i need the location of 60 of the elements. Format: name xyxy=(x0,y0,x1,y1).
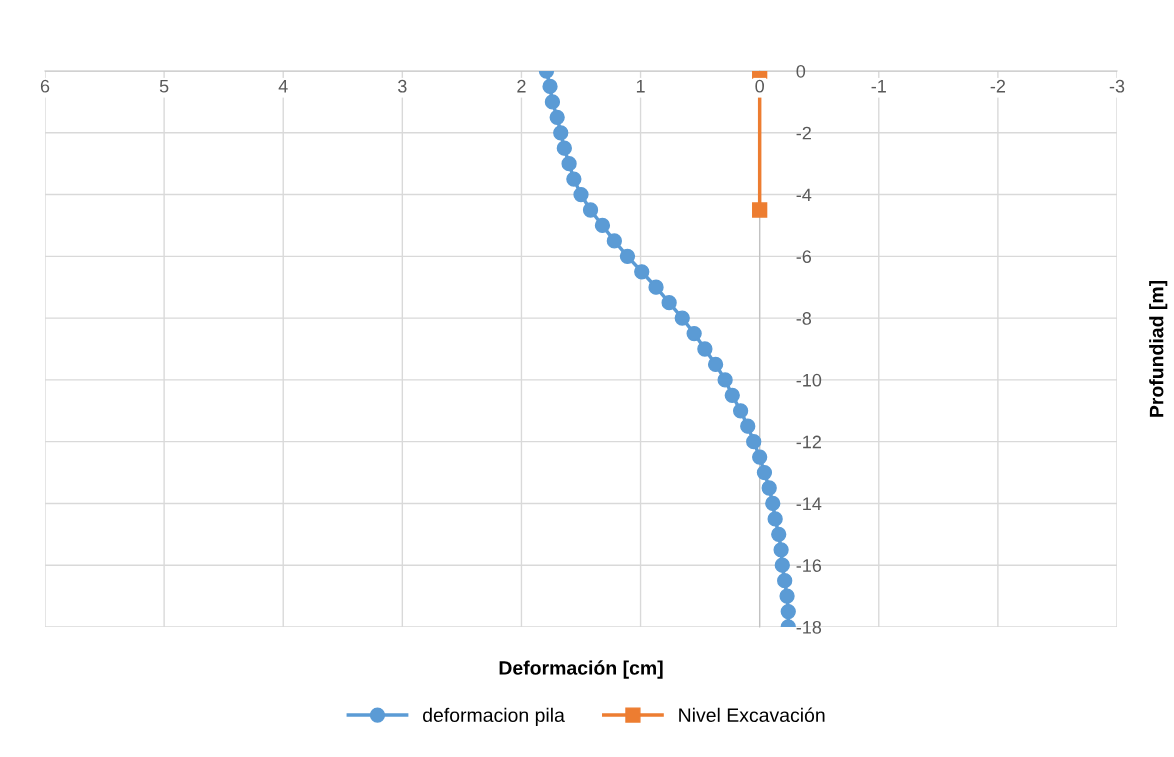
point xyxy=(697,341,713,357)
x-tick-label: 3 xyxy=(398,79,407,93)
y-tick-label: -14 xyxy=(796,497,822,510)
point xyxy=(777,573,793,589)
x-tick-label: -2 xyxy=(990,79,1006,93)
point xyxy=(634,264,650,280)
y-tick-label: -4 xyxy=(796,188,812,202)
y-tick-label: -8 xyxy=(796,312,812,325)
y-tick-label: -18 xyxy=(796,620,822,634)
point xyxy=(553,125,569,141)
point xyxy=(752,449,768,465)
point xyxy=(619,248,636,264)
point xyxy=(732,403,749,419)
x-tick-label: 0 xyxy=(755,79,764,93)
point xyxy=(594,217,611,234)
x-tick-label: 1 xyxy=(636,80,645,93)
y-tick-label: -2 xyxy=(796,126,811,140)
point xyxy=(556,140,572,156)
point xyxy=(774,557,790,573)
point xyxy=(566,171,582,187)
point xyxy=(756,464,773,481)
x-tick-label: -3 xyxy=(1109,79,1125,93)
point xyxy=(707,356,724,373)
legend-label: deformacion pila xyxy=(423,707,565,726)
x-axis-title: Deformación [cm] xyxy=(499,660,663,679)
point xyxy=(740,418,756,434)
x-tick-label: -1 xyxy=(871,80,886,93)
point xyxy=(674,310,690,326)
point xyxy=(765,495,781,512)
point xyxy=(746,434,762,450)
point xyxy=(606,233,622,249)
point xyxy=(544,94,561,110)
point xyxy=(582,202,599,218)
y-tick-label: -6 xyxy=(796,250,812,264)
x-tick-label: 5 xyxy=(159,80,169,93)
point xyxy=(542,78,558,95)
point xyxy=(773,542,789,558)
point xyxy=(686,325,702,342)
point xyxy=(779,588,795,604)
y-tick-label: -12 xyxy=(796,435,821,449)
point xyxy=(573,186,589,203)
point xyxy=(780,603,796,620)
point xyxy=(661,295,677,311)
x-tick-label: 4 xyxy=(278,80,288,93)
point xyxy=(561,156,577,172)
point xyxy=(767,511,783,527)
y-tick-label: 0 xyxy=(796,64,806,78)
point xyxy=(717,372,733,388)
x-tick-label: 2 xyxy=(517,79,526,93)
point xyxy=(549,109,565,125)
point xyxy=(648,279,664,295)
point xyxy=(724,387,740,403)
y-tick-label: -10 xyxy=(796,373,822,387)
y-tick-label: -16 xyxy=(796,559,822,572)
y-axis-title: Profundiad [m] xyxy=(1149,280,1168,417)
x-tick-label: 6 xyxy=(40,79,50,93)
point xyxy=(771,526,787,542)
point xyxy=(752,202,768,218)
point xyxy=(761,480,777,496)
legend-label: Nivel Excavación xyxy=(679,707,825,723)
